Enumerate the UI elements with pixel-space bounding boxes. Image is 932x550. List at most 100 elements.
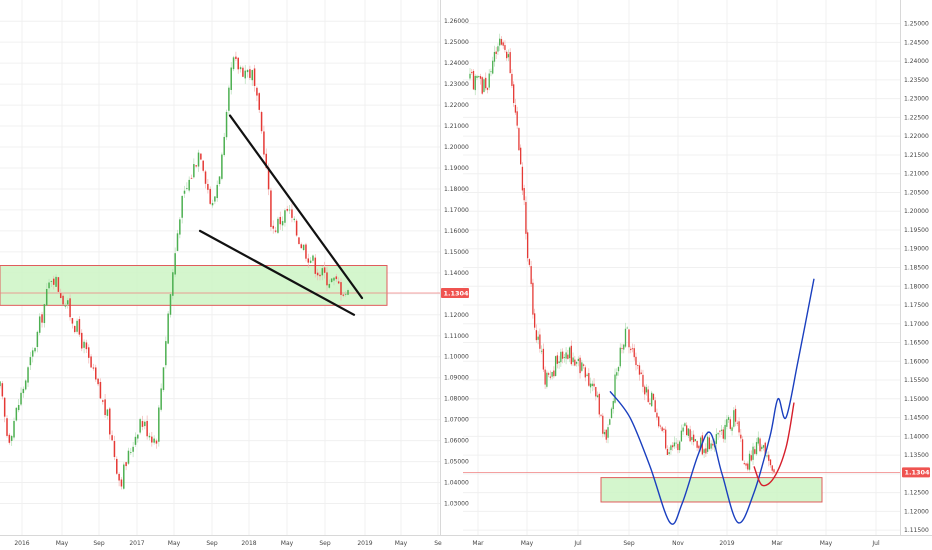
- y-tick-label: 1.19000: [904, 246, 929, 253]
- x-tick-label: May: [395, 540, 408, 547]
- candle-body: [595, 386, 597, 397]
- candle-body: [727, 417, 730, 420]
- candle-body: [724, 424, 726, 440]
- candle-body: [242, 67, 244, 77]
- candle-body: [527, 232, 529, 259]
- candle-body: [277, 218, 279, 233]
- candle-body: [111, 435, 113, 441]
- candle-body: [651, 392, 653, 407]
- candle-body: [514, 104, 517, 113]
- candle-body: [658, 416, 660, 427]
- y-tick-label: 1.19000: [444, 165, 469, 172]
- candle-body: [582, 364, 585, 366]
- candle-body: [521, 166, 524, 191]
- candle-body: [22, 388, 25, 394]
- candle-body: [666, 449, 669, 455]
- candle-body: [520, 147, 522, 165]
- candle-body: [113, 440, 116, 457]
- candle-body: [630, 348, 632, 351]
- candle-body: [755, 442, 758, 455]
- candle-body: [692, 434, 695, 443]
- candle-body: [680, 430, 683, 442]
- y-tick-label: 1.06000: [444, 438, 469, 445]
- candle-body: [532, 282, 534, 315]
- candle-body: [568, 347, 571, 359]
- x-tick-label: May: [820, 540, 833, 547]
- candle-body: [181, 195, 183, 218]
- x-tick-label: Mar: [472, 540, 484, 547]
- candle-body: [134, 436, 137, 445]
- price-label: 1.13040: [905, 469, 932, 477]
- candle-body: [581, 362, 583, 371]
- candle-body: [506, 51, 508, 59]
- candle-body: [738, 421, 740, 433]
- candle-body: [596, 395, 599, 398]
- candle-body: [661, 427, 663, 431]
- x-tick-label: Mar: [771, 540, 783, 547]
- candle-body: [193, 164, 195, 178]
- candle-body: [645, 387, 648, 393]
- candle-body: [698, 445, 700, 449]
- x-tick-label: May: [56, 540, 69, 547]
- candle-body: [719, 430, 721, 432]
- candle-body: [125, 462, 127, 467]
- x-tick-label: Nov: [672, 540, 684, 547]
- candle-body: [36, 331, 39, 348]
- candle-body: [518, 128, 520, 151]
- y-tick-label: 1.17000: [904, 321, 929, 328]
- candle-body: [127, 450, 130, 464]
- left-y-axis: 1.26000 1.25000 1.24000 1.23000 1.22000 1.210…: [441, 18, 474, 508]
- candle-body: [637, 365, 639, 366]
- y-tick-label: 1.22000: [444, 102, 469, 109]
- candle-body: [699, 437, 702, 448]
- candle-body: [148, 435, 151, 438]
- candle-body: [759, 438, 761, 452]
- candle-body: [230, 67, 232, 90]
- candle-body: [209, 188, 211, 204]
- candle-body: [635, 356, 637, 366]
- candle-body: [554, 356, 557, 376]
- candle-body: [239, 67, 242, 70]
- candle-body: [614, 374, 616, 403]
- candle-body: [202, 160, 204, 171]
- candle-body: [631, 348, 634, 350]
- x-tick-label: Sep: [206, 540, 218, 547]
- y-tick-label: 1.09000: [444, 375, 469, 382]
- y-tick-label: 1.26000: [444, 18, 469, 25]
- candle-body: [528, 259, 531, 265]
- candle-body: [340, 282, 342, 295]
- candle-body: [92, 367, 95, 369]
- candle-body: [703, 449, 705, 453]
- candle-body: [672, 445, 674, 448]
- candle-body: [90, 356, 92, 368]
- candle-body: [6, 418, 8, 436]
- y-tick-label: 1.24000: [444, 60, 469, 67]
- candle-body: [293, 218, 296, 221]
- candle-body: [132, 446, 134, 452]
- y-tick-label: 1.21000: [904, 171, 929, 178]
- candle-body: [169, 294, 172, 315]
- candle-body: [684, 423, 686, 426]
- candle-body: [118, 473, 120, 481]
- candle-body: [337, 281, 340, 284]
- x-tick-label: 2016: [14, 540, 29, 547]
- y-tick-label: 1.05000: [444, 459, 469, 466]
- candle-body: [246, 70, 249, 73]
- candle-body: [102, 400, 104, 402]
- candle-body: [15, 407, 18, 421]
- candle-body: [214, 196, 216, 202]
- candle-body: [706, 436, 709, 452]
- candle-body: [281, 221, 284, 226]
- candle-body: [708, 437, 711, 449]
- candle-body: [88, 347, 90, 358]
- y-tick-label: 1.15500: [904, 377, 929, 384]
- candle-body: [773, 469, 775, 473]
- y-tick-label: 1.24000: [904, 58, 929, 65]
- candle-body: [589, 383, 592, 388]
- candle-body: [558, 361, 560, 364]
- y-tick-label: 1.17000: [444, 207, 469, 214]
- x-tick-label: Se: [434, 540, 442, 547]
- y-tick-label: 1.12500: [904, 490, 929, 497]
- candle-body: [200, 153, 202, 160]
- candle-body: [638, 365, 641, 375]
